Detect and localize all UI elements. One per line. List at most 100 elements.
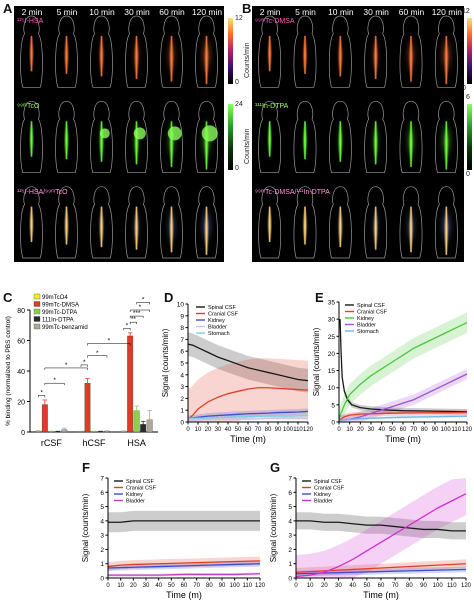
b-row-label: ⁹⁹ᵐTc-DMSA [255, 18, 295, 25]
c-y-tick-label: 20 [17, 400, 25, 407]
g-x-tick-label: 110 [447, 583, 457, 589]
a-time-label: 10 min [89, 7, 115, 17]
c-y-tick-label: 40 [17, 369, 25, 376]
f-legend-label: Bladder [126, 499, 145, 505]
d-y-tick-label: 0 [180, 420, 184, 427]
g-legend-label: Bladder [314, 499, 333, 505]
e-x-tick-label: 10 [346, 427, 353, 433]
c-significance-bracket [129, 321, 137, 325]
b-time-label: 30 min [363, 7, 389, 17]
g-series-line [295, 493, 467, 578]
A-mouse-outline [195, 100, 218, 174]
A-mouse-outline [90, 100, 113, 174]
f-legend-label: Spinal CSF [126, 479, 154, 485]
g-error-band [296, 512, 466, 540]
d-x-tick-label: 30 [215, 427, 222, 433]
c-significance-bracket [129, 309, 150, 312]
c-legend-swatch [33, 308, 41, 315]
g-y-tick-label: 4 [288, 518, 292, 525]
panel-label-d: D [164, 290, 174, 305]
g-series-line [295, 568, 467, 575]
e-x-tick-label: 90 [432, 427, 439, 433]
f-x-tick-label: 60 [181, 583, 188, 589]
d-y-tick-label: 6 [180, 349, 184, 356]
e-x-tick-label: 80 [421, 427, 428, 433]
c-significance-mark: * [96, 350, 99, 357]
d-legend-label: Bladder [208, 325, 227, 331]
c-significance-mark: * [83, 359, 86, 366]
f-x-tick-label: 30 [143, 583, 150, 589]
b-time-label: 10 min [328, 7, 354, 17]
e-x-tick-label: 30 [368, 427, 375, 433]
A-mouse-outline [90, 186, 113, 259]
e-y-tick-label: 5 [331, 402, 335, 409]
c-legend-label: 99mTc-benzamid [42, 325, 88, 331]
c-bar [84, 383, 91, 433]
colorbar-b-row1 [467, 18, 472, 84]
e-x-tick-label: 110 [452, 427, 462, 433]
b-row-label: ⁹⁹ᵐTc-DMSA/¹¹¹In-DTPA [255, 188, 330, 196]
f-x-axis-label: Time (m) [166, 590, 202, 600]
a-row-label: ⁹⁹ᵐTcO [17, 103, 40, 111]
B-mouse-outline [364, 186, 388, 259]
panel-label-e: E [315, 290, 324, 305]
d-y-tick-label: 3 [180, 384, 184, 391]
a-time-label: 60 min [159, 7, 185, 17]
g-y-axis-label: Signal (counts/min) [269, 493, 278, 562]
c-significance-mark: ** [131, 316, 137, 323]
e-x-axis-label: Time (m) [385, 434, 421, 444]
d-x-tick-label: 80 [265, 427, 272, 433]
g-x-axis-label: Time (m) [363, 590, 399, 600]
g-legend-label: Kidney [314, 492, 331, 498]
e-x-tick-label: 70 [410, 427, 417, 433]
d-x-tick-label: 60 [245, 427, 252, 433]
c-bar [127, 335, 134, 433]
colorbar-a-row2-min: 0 [235, 165, 239, 172]
f-x-tick-label: 10 [117, 583, 124, 589]
f-legend-label: Cranial CSF [126, 486, 157, 492]
a-row-label: ¹²⁵I-HSA/⁹⁹ᵐTcO [17, 188, 68, 196]
c-legend-label: 99mTc-DTPA [42, 310, 77, 316]
d-y-axis-label: Signal (counts/min) [161, 328, 170, 397]
A-mouse-outline [55, 15, 78, 88]
B-mouse-outline [364, 15, 388, 88]
e-x-tick-label: 20 [357, 427, 364, 433]
A-organ-signal [133, 127, 146, 140]
d-x-tick-label: 10 [195, 427, 202, 433]
b-time-label: 120 min [431, 7, 462, 17]
e-series-line [339, 319, 468, 413]
colorbar-a-row1-min: 0 [235, 79, 239, 86]
b-time-label: 5 min [295, 7, 316, 17]
g-y-tick-label: 5 [288, 504, 292, 511]
d-x-tick-label: 70 [255, 427, 262, 433]
d-x-axis-label: Time (m) [230, 434, 266, 444]
B-mouse-outline [399, 100, 423, 174]
A-mouse-outline [20, 15, 43, 88]
c-significance-mark: * [139, 304, 142, 311]
d-y-tick-label: 10 [177, 302, 185, 309]
d-series-line [187, 387, 309, 421]
d-error-band [188, 332, 308, 393]
A-mouse-outline [90, 15, 113, 88]
e-y-tick-label: 0 [331, 420, 335, 427]
g-series-line [295, 563, 467, 573]
c-significance-mark: * [126, 322, 129, 329]
e-y-tick-label: 20 [328, 351, 336, 358]
d-y-tick-label: 1 [180, 408, 184, 415]
B-mouse-outline [399, 15, 423, 88]
c-y-tick-label: 60 [17, 339, 25, 346]
A-mouse-outline [125, 186, 148, 259]
d-legend-label: Kidney [208, 318, 225, 324]
d-legend-label: Stomach [208, 331, 230, 337]
f-series-line [107, 563, 261, 569]
c-significance-mark: * [108, 338, 111, 345]
e-legend-label: Kidney [357, 316, 374, 322]
chart-c-bar: 0 20 40 60 80 % binding (normalized to PBS co… [5, 293, 158, 448]
colorbar-b-row1-min: 0 [462, 85, 466, 92]
colorbar-b-row2 [467, 104, 472, 170]
colorbar-a-row2-unit: Counts/min [244, 128, 251, 164]
e-legend-label: Stomach [357, 329, 379, 335]
